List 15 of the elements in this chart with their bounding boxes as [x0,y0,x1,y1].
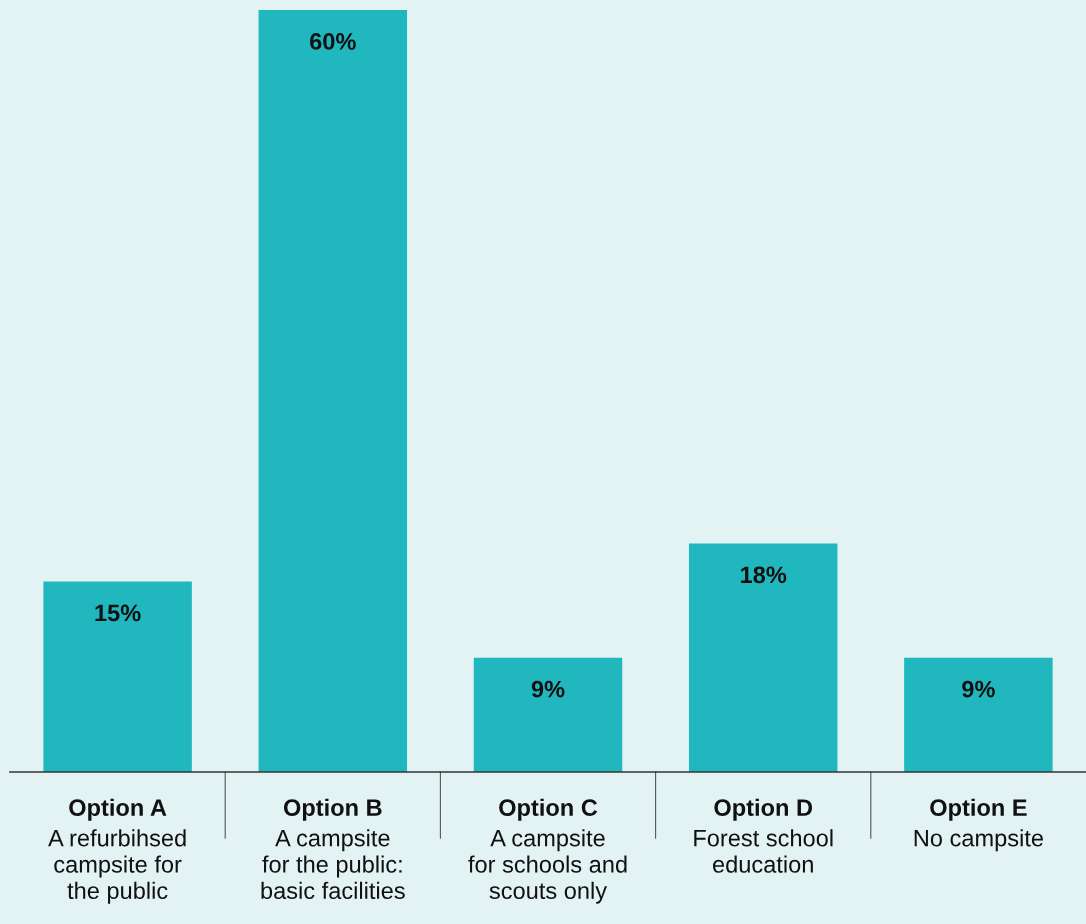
data-label: 60% [310,33,356,50]
data-label: 9% [962,680,995,698]
bar [904,657,1053,772]
bar [473,657,623,772]
data-label: 18% [741,566,787,584]
x-tick-label: Option E No campsite [914,798,1043,852]
data-label: 9% [531,680,565,698]
bar [43,581,192,772]
x-tick-label: Option D Forest school education [694,798,833,873]
bar [258,10,408,772]
data-label: 15% [95,604,141,622]
bar [688,543,838,772]
x-tick-label: Option C A campsite for schools and scouts only [468,798,627,904]
x-tick-label: Option B A campsite for the public: basic facilities [261,798,405,900]
x-tick-label: Option A A refurbihsed campsite for the public [48,798,186,904]
